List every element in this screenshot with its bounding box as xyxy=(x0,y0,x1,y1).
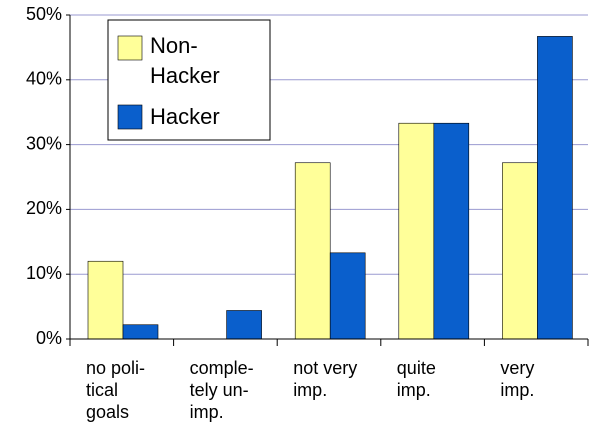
bar xyxy=(122,324,159,340)
bar xyxy=(226,310,262,340)
legend-swatch xyxy=(117,35,143,61)
legend-label: Non- Hacker xyxy=(150,33,220,88)
legend-label: Hacker xyxy=(150,104,220,129)
y-tick-label: 0% xyxy=(36,328,62,348)
y-tick-label: 30% xyxy=(26,133,62,153)
bar xyxy=(87,260,124,340)
bar xyxy=(329,252,366,340)
bar xyxy=(398,122,435,340)
y-tick-label: 10% xyxy=(26,263,62,283)
bar xyxy=(502,162,538,340)
x-tick-label: comple- tely un- imp. xyxy=(189,358,254,422)
x-tick-label: quite imp. xyxy=(396,358,436,400)
bar xyxy=(433,122,470,340)
x-tick-label: very imp. xyxy=(500,358,535,400)
legend-swatch xyxy=(117,104,143,130)
y-tick-label: 50% xyxy=(26,4,62,24)
x-tick-label: not very imp. xyxy=(293,358,358,400)
y-tick-label: 20% xyxy=(26,198,62,218)
y-tick-label: 40% xyxy=(26,69,62,89)
x-tick-label: no poli- tical goals xyxy=(86,358,146,422)
bar xyxy=(294,162,331,340)
bar xyxy=(537,36,573,340)
